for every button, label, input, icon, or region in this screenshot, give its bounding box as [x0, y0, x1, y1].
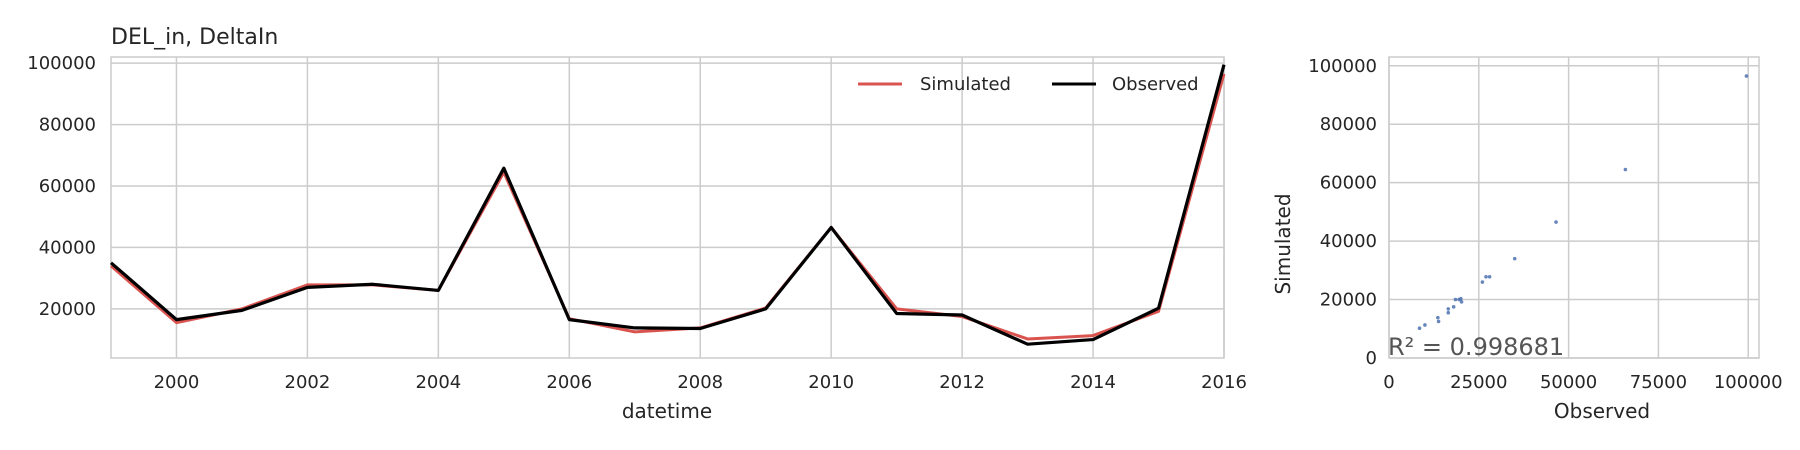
r-squared-annotation: R² = 0.998681	[1388, 333, 1564, 361]
series-line-observed	[109, 64, 1226, 346]
scatter-y-tick-label: 100000	[1308, 56, 1377, 77]
scatter-point	[1459, 296, 1463, 301]
x-tick-label: 2002	[285, 372, 331, 393]
scatter-frame	[1388, 56, 1760, 359]
scatter-points	[1417, 74, 1749, 330]
scatter-point	[1417, 326, 1422, 330]
x-tick-label: 2000	[154, 372, 200, 393]
scatter-point	[1487, 274, 1492, 279]
x-tick-label: 2010	[808, 372, 854, 393]
legend-label-simulated: Simulated	[920, 74, 1011, 95]
scatter-point	[1436, 319, 1441, 324]
scatter-x-tick-label: 75000	[1630, 372, 1687, 393]
x-tick-label: 2008	[677, 372, 723, 393]
legend: Simulated Observed	[858, 74, 1199, 95]
scatter-point	[1446, 307, 1451, 311]
scatter-x-axis-label: Observed	[1554, 399, 1650, 423]
scatter-y-tick-label: 20000	[1320, 290, 1377, 311]
x-tick-label: 2012	[939, 372, 985, 393]
scatter-y-tick-label: 60000	[1320, 173, 1377, 194]
scatter-point	[1453, 297, 1458, 302]
scatter-point	[1446, 310, 1451, 315]
timeseries-lines	[109, 64, 1226, 346]
x-tick-label: 2014	[1070, 372, 1116, 393]
legend-label-observed: Observed	[1112, 74, 1199, 95]
timeseries-frame	[110, 56, 1225, 359]
scatter-point	[1512, 256, 1517, 261]
timeseries-grid	[111, 57, 1225, 358]
chart-title: DEL_in, DeltaIn	[111, 25, 278, 50]
scatter-y-tick-label: 40000	[1320, 231, 1377, 252]
scatter-y-ticks: 0 20000 40000 60000 80000 100000	[1308, 56, 1377, 369]
scatter-point	[1480, 280, 1485, 284]
scatter-x-tick-label: 25000	[1450, 372, 1507, 393]
series-line-simulated	[110, 73, 1226, 341]
scatter-point	[1623, 167, 1628, 172]
y-tick-label: 20000	[39, 299, 96, 320]
scatter-point	[1436, 315, 1440, 320]
scatter-y-axis-label: Simulated	[1271, 193, 1295, 294]
scatter-x-ticks: 0 25000 50000 75000 100000	[1383, 372, 1782, 393]
scatter-panel: 0 25000 50000 75000 100000 0 20000 40000 60000 8…	[1271, 56, 1783, 423]
scatter-point	[1484, 274, 1488, 279]
scatter-x-tick-label: 0	[1383, 372, 1394, 393]
x-tick-label: 2016	[1201, 372, 1247, 393]
timeseries-panel: DEL_in, DeltaIn 2000 2002 2004 2006 2008 2010…	[27, 25, 1247, 423]
x-tick-label: 2006	[546, 372, 592, 393]
y-tick-label: 40000	[39, 237, 96, 258]
scatter-y-tick-label: 0	[1366, 348, 1377, 369]
scatter-point	[1554, 220, 1558, 224]
scatter-point	[1459, 300, 1464, 304]
x-tick-label: 2004	[415, 372, 461, 393]
x-axis-label: datetime	[622, 399, 712, 423]
scatter-x-tick-label: 50000	[1540, 372, 1597, 393]
y-tick-label: 80000	[39, 115, 96, 136]
scatter-y-tick-label: 80000	[1320, 114, 1377, 135]
scatter-point	[1423, 323, 1427, 327]
timeseries-x-ticks: 2000 2002 2004 2006 2008 2010 2012 2014 2016	[154, 372, 1247, 393]
scatter-grid	[1388, 57, 1759, 359]
y-tick-label: 100000	[27, 53, 96, 74]
timeseries-y-ticks: 20000 40000 60000 80000 100000	[27, 53, 96, 320]
scatter-point	[1744, 74, 1749, 78]
scatter-point	[1451, 305, 1456, 309]
y-tick-label: 60000	[39, 176, 96, 197]
scatter-x-tick-label: 100000	[1714, 372, 1783, 393]
